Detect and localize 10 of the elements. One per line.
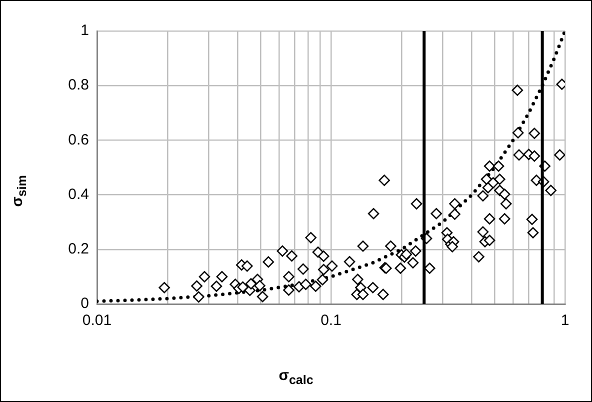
y-tick-label: 0	[80, 295, 89, 312]
y-tick-label: 1	[80, 22, 89, 40]
x-axis-title: σ$_{calc}$	[278, 367, 314, 387]
x-tick-label: 0.01	[82, 312, 112, 330]
y-tick-label: 0.2	[68, 240, 89, 258]
y-tick-label: 0.4	[68, 186, 89, 203]
y-tick-label: 0.8	[68, 76, 89, 94]
x-tick-label: 0.1	[320, 312, 342, 330]
x-tick-label: 1	[560, 312, 570, 330]
y-tick-label: 0.6	[68, 131, 89, 148]
